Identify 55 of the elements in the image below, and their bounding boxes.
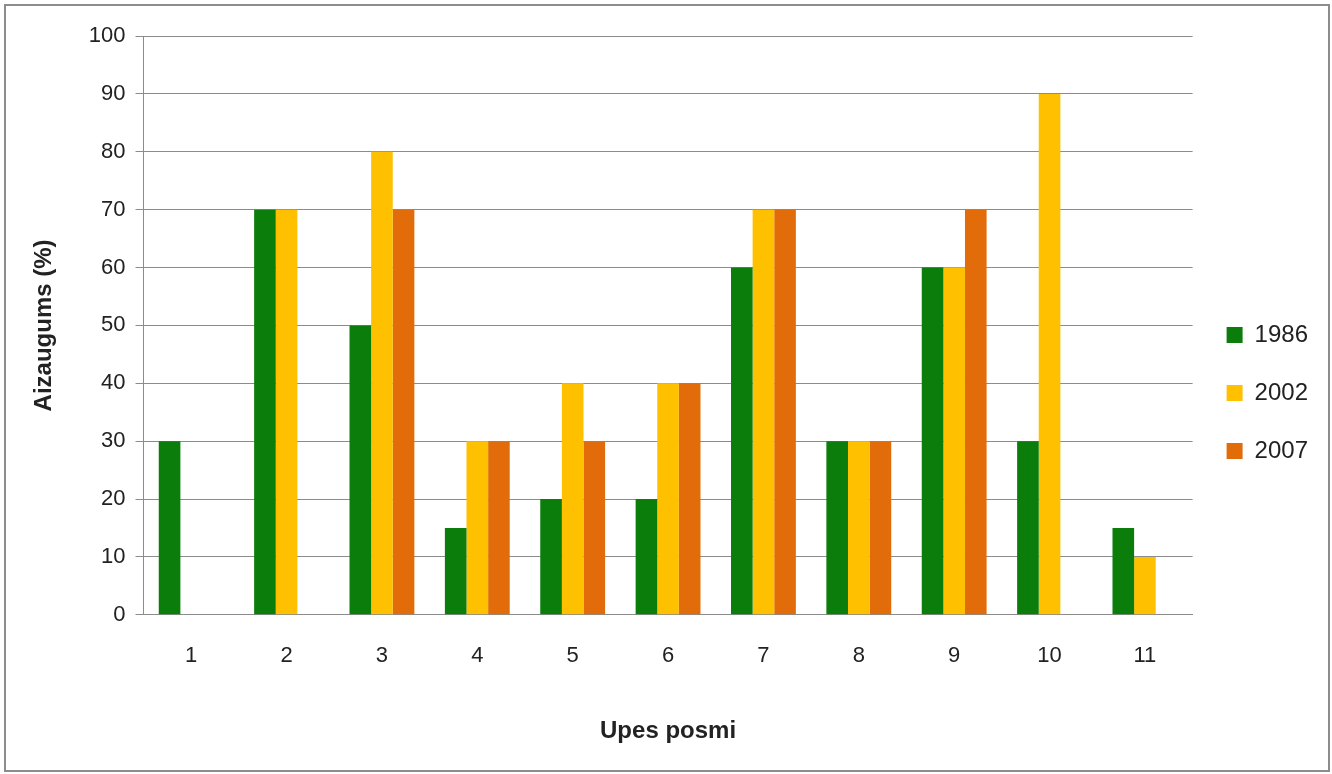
y-tick-label: 10: [101, 542, 126, 568]
bar: [921, 267, 944, 615]
bar: [848, 441, 870, 615]
x-tick-label: 6: [661, 642, 675, 668]
bar: [1038, 93, 1061, 615]
x-axis-title: Upes posmi: [600, 716, 737, 744]
x-tick-label: 5: [566, 642, 579, 668]
x-tick-label: 4: [471, 642, 484, 668]
bar: [943, 267, 965, 615]
bar: [444, 527, 467, 615]
x-tick-label: 7: [757, 642, 770, 668]
legend-label: 1986: [1254, 319, 1308, 347]
bar: [678, 383, 701, 615]
y-tick-label: 50: [101, 311, 126, 337]
bar: [657, 383, 679, 615]
bar: [561, 383, 584, 615]
y-tick-label: 70: [101, 195, 126, 221]
bar: [1134, 556, 1156, 615]
legend-label: 2002: [1254, 377, 1308, 405]
x-tick-label: 11: [1133, 642, 1157, 668]
y-tick-label: 90: [101, 79, 126, 105]
x-tick-label: 1: [185, 642, 198, 668]
bar: [635, 499, 658, 615]
bar: [583, 441, 606, 615]
x-tick-label: 10: [1037, 642, 1062, 668]
bar: [540, 499, 562, 615]
bar: [254, 209, 276, 615]
y-tick-label: 80: [101, 137, 126, 163]
y-tick-label: 100: [88, 22, 126, 48]
y-tick-label: 40: [101, 369, 126, 395]
bar: [774, 209, 796, 615]
x-tick-label: 8: [852, 642, 865, 668]
bar: [349, 325, 372, 615]
bar: [752, 209, 775, 615]
bar: [869, 441, 892, 615]
y-tick-label: 0: [113, 600, 126, 626]
bar: [275, 209, 298, 615]
legend-label: 2007: [1254, 435, 1308, 463]
y-tick-label: 30: [101, 427, 126, 453]
bar: [371, 151, 393, 615]
bar: [731, 267, 753, 615]
bar: [392, 209, 415, 615]
x-tick-label: 2: [280, 642, 293, 668]
x-tick-label: 9: [948, 642, 961, 668]
bar: [158, 441, 181, 615]
bar: [488, 441, 510, 615]
bar: [466, 441, 489, 615]
bar: [826, 441, 848, 615]
y-axis-title: Aizaugums (%): [29, 239, 57, 412]
y-tick-label: 20: [101, 485, 126, 511]
bar: [1112, 527, 1135, 615]
y-tick-label: 60: [101, 253, 126, 279]
bar: [964, 209, 987, 615]
x-tick-label: 3: [375, 642, 389, 668]
bar: [1017, 441, 1039, 615]
